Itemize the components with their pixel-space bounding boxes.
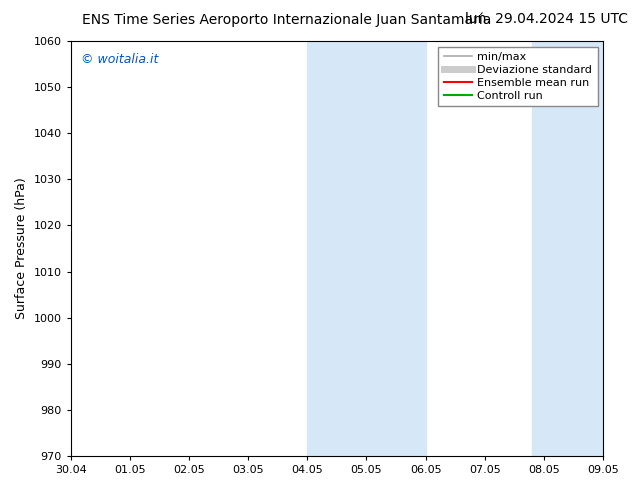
Text: lun. 29.04.2024 15 UTC: lun. 29.04.2024 15 UTC bbox=[465, 12, 628, 26]
Text: © woitalia.it: © woitalia.it bbox=[81, 53, 158, 67]
Bar bbox=[307, 41, 425, 456]
Bar bbox=[532, 41, 603, 456]
Text: ENS Time Series Aeroporto Internazionale Juan Santamaría: ENS Time Series Aeroporto Internazionale… bbox=[82, 12, 492, 27]
Y-axis label: Surface Pressure (hPa): Surface Pressure (hPa) bbox=[15, 178, 28, 319]
Legend: min/max, Deviazione standard, Ensemble mean run, Controll run: min/max, Deviazione standard, Ensemble m… bbox=[438, 47, 598, 106]
